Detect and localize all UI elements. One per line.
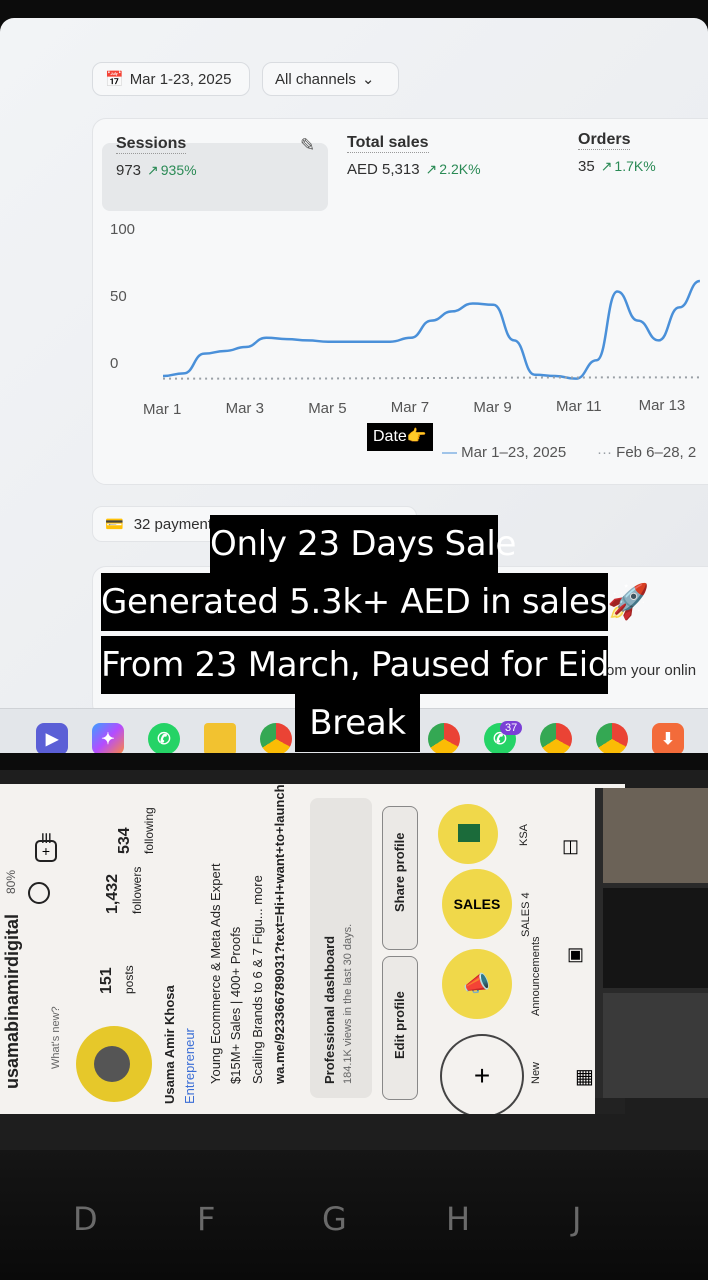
- x-tick: Mar 11: [556, 398, 602, 415]
- y-tick: 100: [110, 221, 136, 238]
- channels-dropdown[interactable]: All channels ⌄: [262, 62, 399, 96]
- highlight-announcements[interactable]: 📣: [442, 949, 512, 1019]
- battery-level: 80%: [4, 869, 18, 894]
- bio-line: Young Ecommerce & Meta Ads Expert: [208, 863, 223, 1084]
- highlight-ksa[interactable]: [438, 804, 498, 864]
- payment-icon: 💳: [105, 516, 124, 533]
- series-line-0: [162, 279, 701, 380]
- metric-total-sales[interactable]: Total sales AED 5,313 ↗ 2.2K%: [347, 134, 481, 178]
- following-count[interactable]: 534: [116, 827, 133, 854]
- key-h: H: [446, 1200, 471, 1238]
- x-tick: Mar 1: [143, 401, 182, 418]
- caption-line-1: Only 23 Days Sale: [210, 515, 516, 573]
- x-tick: Mar 9: [473, 398, 512, 416]
- reels-icon[interactable]: ▣: [567, 944, 585, 964]
- laptop-keyboard: [0, 1150, 708, 1280]
- new-highlight-button[interactable]: +: [440, 1034, 524, 1114]
- x-tick: Mar 3: [225, 400, 264, 418]
- followers-count[interactable]: 1,432: [104, 873, 121, 914]
- download-icon[interactable]: ⬇: [652, 723, 684, 753]
- instagram-profile: 80% usamabinamirdigital ≡ + What's new? …: [0, 784, 625, 1114]
- caption-line-4: Break: [295, 694, 420, 752]
- key-d: D: [73, 1200, 98, 1238]
- chevron-down-icon: ⌄: [361, 71, 375, 88]
- y-tick: 0: [110, 355, 119, 372]
- whats-new-note[interactable]: What's new?: [50, 1006, 62, 1069]
- bio-line: Scaling Brands to 6 & 7 Figu... more: [250, 875, 265, 1084]
- profile-name: Usama Amir Khosa: [162, 985, 177, 1104]
- notification-badge: 37: [500, 721, 523, 735]
- x-tick: Mar 5: [308, 399, 347, 417]
- highlight-sales[interactable]: SALES: [442, 869, 512, 939]
- key-f: F: [197, 1200, 216, 1238]
- grid-icon[interactable]: ▦: [575, 1066, 594, 1088]
- add-post-icon[interactable]: +: [35, 840, 57, 862]
- metric-orders[interactable]: Orders 35 ↗ 1.7K%: [578, 131, 656, 175]
- trend-up-icon: ↗: [600, 158, 613, 174]
- date-callout: Date👉: [367, 423, 433, 451]
- phone: 80% usamabinamirdigital ≡ + What's new? …: [0, 770, 708, 1150]
- edit-pencil-icon[interactable]: ✎: [300, 135, 316, 155]
- username[interactable]: usamabinamirdigital: [2, 913, 22, 1089]
- sessions-line-chart: [162, 279, 701, 380]
- key-j: J: [572, 1200, 582, 1238]
- caption-line-3: From 23 March, Paused for Eid: [101, 636, 609, 694]
- post-thumbnail[interactable]: [595, 788, 708, 1098]
- meet-icon[interactable]: ▶: [36, 723, 68, 753]
- y-tick: 50: [110, 288, 127, 305]
- share-profile-button[interactable]: [382, 806, 418, 950]
- professional-dashboard[interactable]: [310, 798, 372, 1098]
- chrome-icon[interactable]: [428, 723, 460, 753]
- calendar-icon: 📅: [105, 71, 124, 88]
- avatar[interactable]: [76, 1026, 152, 1102]
- chrome-icon[interactable]: [596, 723, 628, 753]
- info-text: om your onlin: [606, 662, 697, 679]
- series-line-1: [162, 376, 700, 380]
- sessions-tile[interactable]: [102, 143, 328, 211]
- bio-line: $15M+ Sales | 400+ Proofs: [228, 926, 243, 1084]
- edit-profile-button[interactable]: [382, 956, 418, 1100]
- caption-line-2: Generated 5.3k+ AED in sales🚀: [101, 573, 649, 631]
- key-g: G: [322, 1200, 347, 1238]
- profile-category: Entrepreneur: [182, 1028, 197, 1104]
- bio-link[interactable]: wa.me/923366789031?text=Hi+I+want+to+lau…: [272, 784, 287, 1084]
- trend-up-icon: ↗: [147, 162, 159, 178]
- folder-icon[interactable]: [204, 723, 236, 753]
- trend-up-icon: ↗: [425, 161, 438, 177]
- legend-previous: ··· Feb 6–28, 2: [597, 444, 697, 461]
- chrome-icon[interactable]: [540, 723, 572, 753]
- chrome-icon[interactable]: [260, 723, 292, 753]
- x-tick: Mar 13: [638, 397, 686, 415]
- date-range-button[interactable]: 📅 Mar 1-23, 2025: [92, 62, 250, 96]
- copilot-icon[interactable]: ✦: [92, 723, 124, 753]
- tagged-icon[interactable]: ◫: [562, 836, 580, 856]
- legend-current: — Mar 1–23, 2025: [442, 444, 567, 461]
- metric-sessions[interactable]: Sessions 973 ↗ 935%: [116, 135, 197, 179]
- x-tick: Mar 7: [390, 399, 430, 417]
- threads-icon[interactable]: [28, 882, 50, 904]
- whatsapp-icon[interactable]: ✆: [148, 723, 180, 753]
